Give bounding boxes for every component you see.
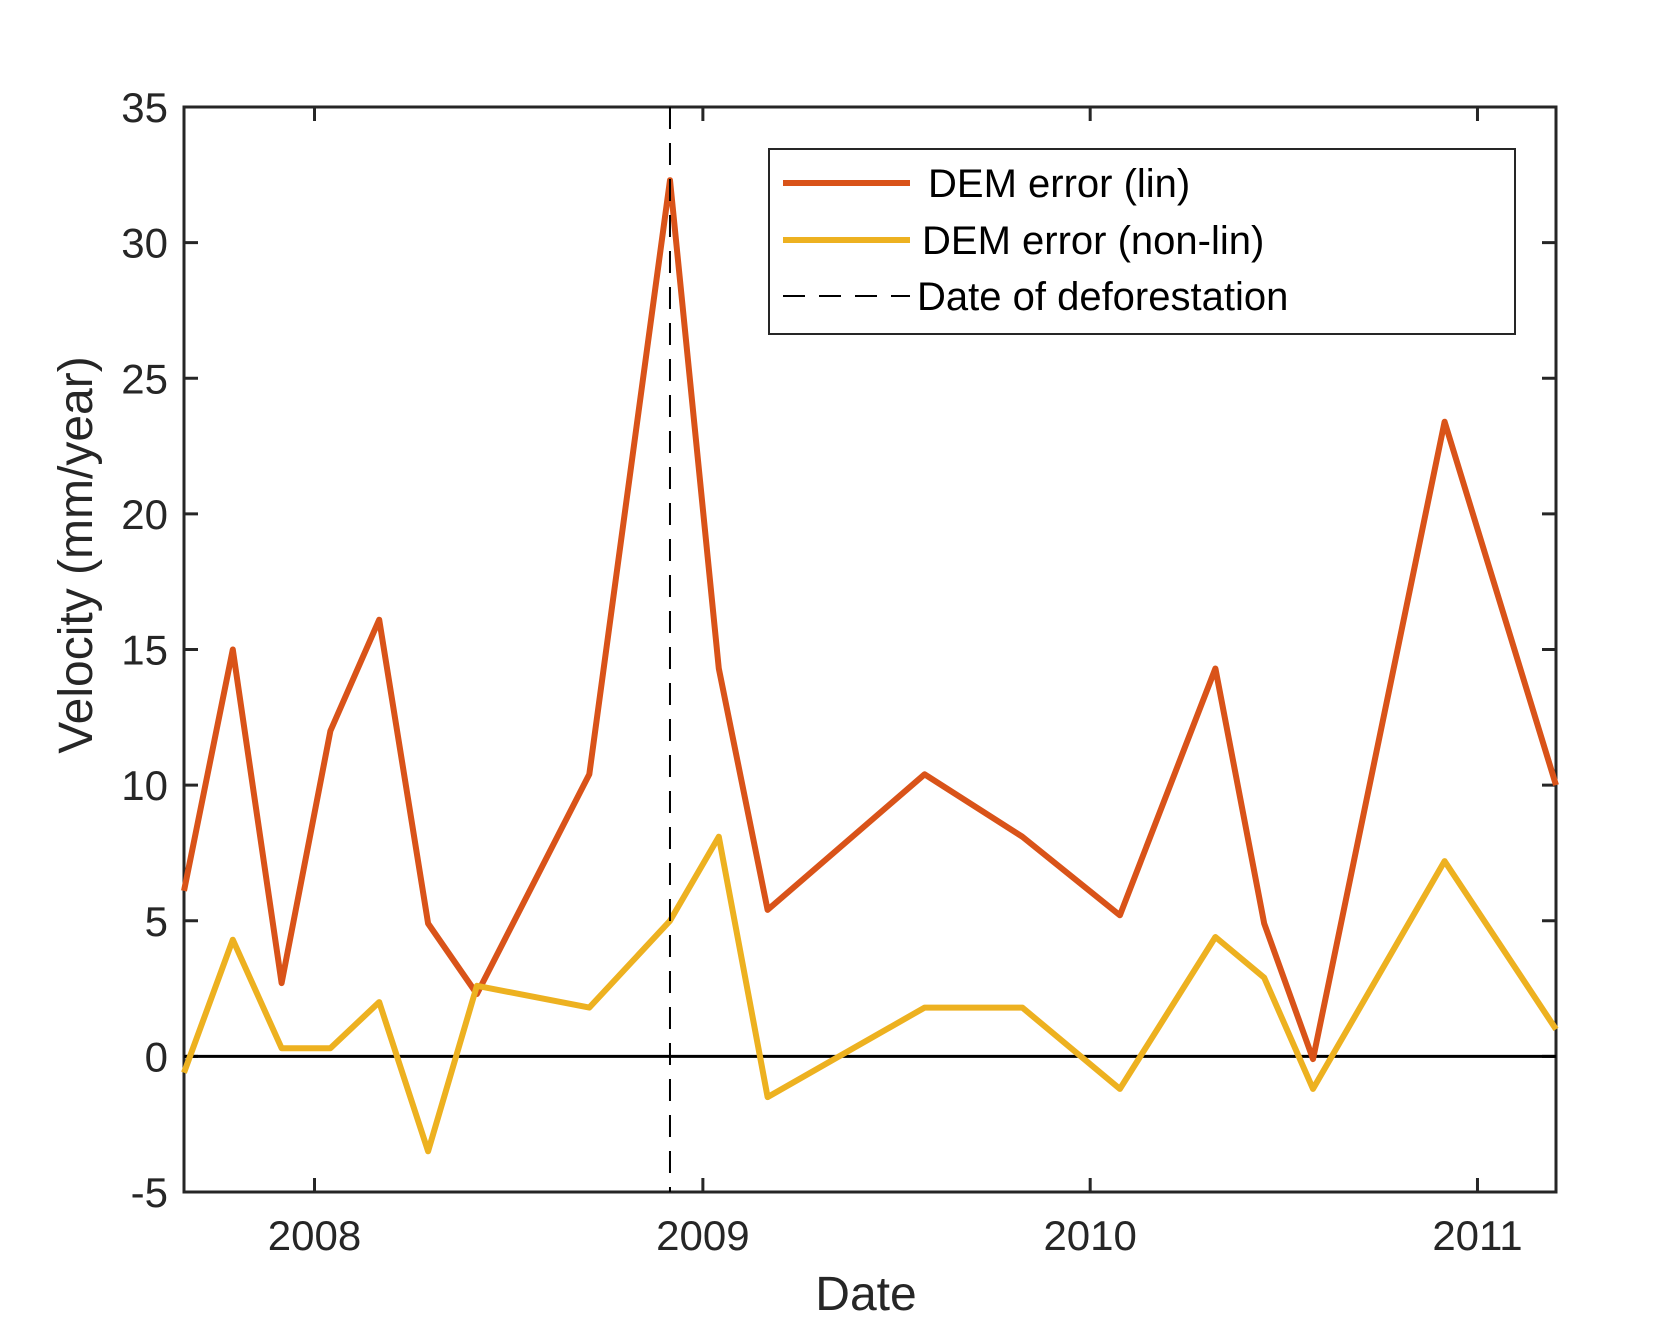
y-tick-label: 5	[145, 898, 168, 945]
x-tick-label: 2008	[268, 1212, 361, 1259]
series-line-nonlin	[181, 833, 1559, 1155]
y-tick-label: 20	[121, 491, 168, 538]
x-axis-ticks: 2008 2009 2010 2011	[268, 107, 1523, 1259]
y-tick-label: 10	[121, 762, 168, 809]
y-tick-label: 30	[121, 220, 168, 267]
x-tick-label: 2009	[656, 1212, 749, 1259]
legend: DEM error (lin) DEM error (non-lin) Date…	[768, 148, 1516, 335]
y-axis-ticks: -5 0 5 10 15 20 25 30 35	[121, 84, 1556, 1216]
x-tick-label: 2011	[1432, 1212, 1522, 1259]
y-tick-label: 0	[145, 1033, 168, 1080]
legend-label-deforestation: Date of deforestation	[917, 275, 1288, 319]
y-axis-label: Velocity (mm/year)	[50, 356, 103, 753]
x-axis-label: Date	[815, 1268, 916, 1321]
y-tick-label: 35	[121, 84, 168, 131]
series-layer	[181, 177, 1559, 1155]
y-tick-label: 25	[121, 355, 168, 402]
legend-label-lin: DEM error (lin)	[928, 162, 1190, 206]
y-tick-label: -5	[131, 1169, 168, 1216]
series-line-lin	[181, 177, 1559, 1063]
x-tick-label: 2010	[1043, 1212, 1136, 1259]
legend-label-nonlin: DEM error (non-lin)	[922, 219, 1264, 263]
y-tick-label: 15	[121, 627, 168, 674]
